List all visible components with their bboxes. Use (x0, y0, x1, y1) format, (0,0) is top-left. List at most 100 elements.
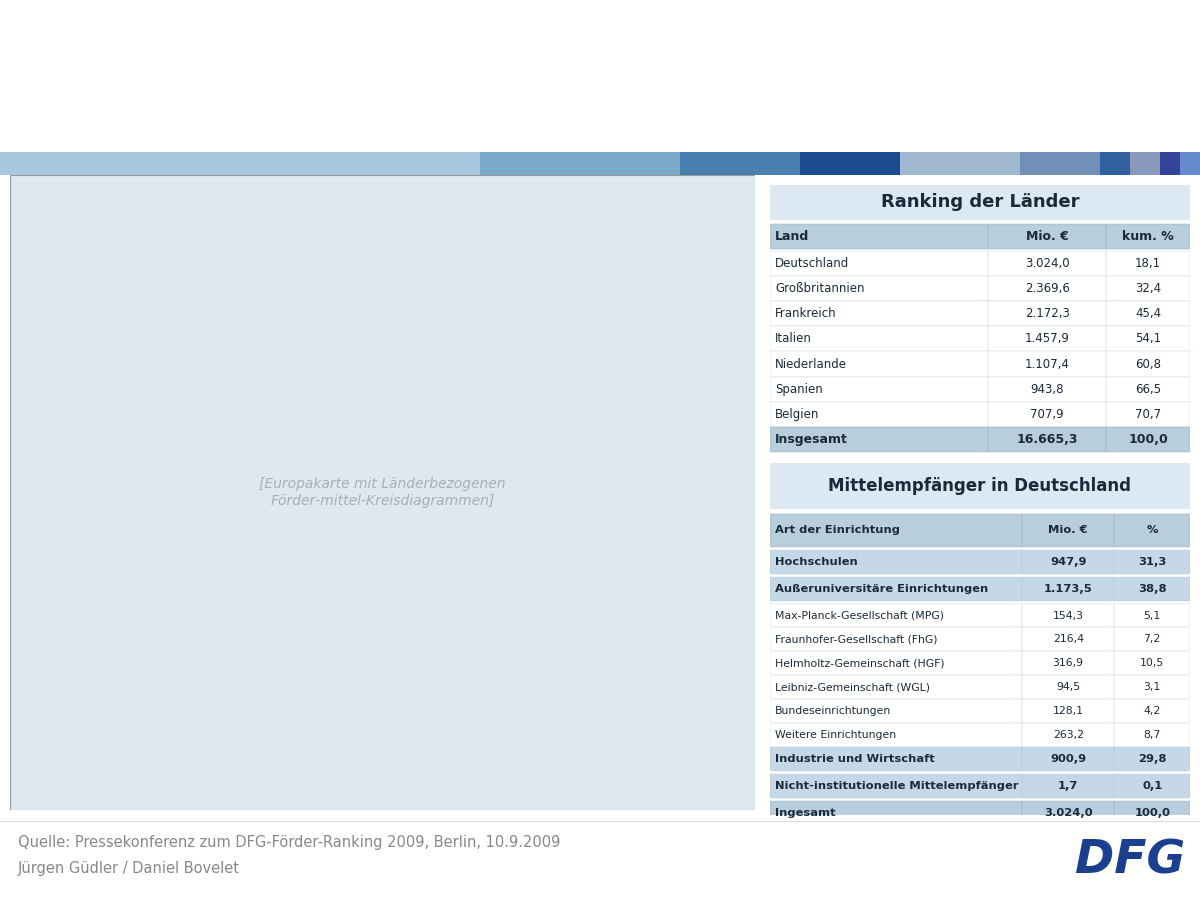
Bar (1022, 514, 1115, 547)
Bar (1115, 747, 1190, 771)
Text: Jürgen Güdler / Daniel Bovelet: Jürgen Güdler / Daniel Bovelet (18, 861, 240, 877)
Bar (989, 377, 1106, 402)
Text: Mio. €: Mio. € (1026, 230, 1069, 242)
Bar (989, 223, 1106, 249)
Bar (770, 302, 989, 326)
Text: (vgl. Förder-Ranking 2009: Abb. 2-9 auf S. 36 und Tab. 2-11 auf S. 46): (vgl. Förder-Ranking 2009: Abb. 2-9 auf … (217, 88, 983, 107)
Bar (1106, 377, 1190, 402)
Bar (989, 251, 1106, 277)
Bar (1180, 152, 1200, 175)
Bar (770, 724, 1022, 747)
Bar (770, 551, 1022, 574)
Bar (1022, 651, 1115, 676)
Text: Außeruniversitäre Einrichtungen: Außeruniversitäre Einrichtungen (775, 584, 989, 594)
Bar (1022, 577, 1115, 601)
Text: 707,9: 707,9 (1031, 407, 1064, 421)
Bar (1022, 774, 1115, 797)
Bar (1115, 551, 1190, 574)
Text: 0,1: 0,1 (1142, 781, 1163, 791)
Bar (1115, 699, 1190, 724)
Bar (1022, 699, 1115, 724)
Text: 100,0: 100,0 (1134, 807, 1170, 817)
Text: kum. %: kum. % (1122, 230, 1174, 242)
Text: Max-Planck-Gesellschaft (MPG): Max-Planck-Gesellschaft (MPG) (775, 611, 944, 621)
Bar (989, 426, 1106, 451)
Text: 16.665,3: 16.665,3 (1016, 432, 1078, 446)
Bar (1115, 627, 1190, 651)
Text: 1.457,9: 1.457,9 (1025, 332, 1069, 345)
Text: 66,5: 66,5 (1135, 383, 1162, 396)
Bar (1106, 251, 1190, 277)
Text: 947,9: 947,9 (1050, 557, 1086, 567)
Bar (770, 577, 1022, 601)
Text: Mio. €: Mio. € (1049, 525, 1088, 535)
Bar (770, 251, 989, 277)
Bar (770, 774, 1022, 797)
Bar (1100, 152, 1130, 175)
Bar (1106, 326, 1190, 351)
Text: 216,4: 216,4 (1052, 634, 1084, 644)
Text: 5,1: 5,1 (1144, 611, 1160, 621)
Text: Helmholtz-Gemeinschaft (HGF): Helmholtz-Gemeinschaft (HGF) (775, 659, 944, 669)
Text: Fraunhofer-Gesellschaft (FhG): Fraunhofer-Gesellschaft (FhG) (775, 634, 937, 644)
Text: 10,5: 10,5 (1140, 659, 1164, 669)
Bar (770, 402, 989, 426)
Bar (800, 152, 900, 175)
Text: Industrie und Wirtschaft: Industrie und Wirtschaft (775, 754, 935, 764)
Text: Länderbezogene Verteilung von Fördermitteln im 6. EU-FRP: Länderbezogene Verteilung von Fördermitt… (109, 38, 1091, 66)
Bar (770, 747, 1022, 771)
Bar (770, 377, 989, 402)
Bar (1115, 774, 1190, 797)
Text: Quelle: Pressekonferenz zum DFG-Förder-Ranking 2009, Berlin, 10.9.2009: Quelle: Pressekonferenz zum DFG-Förder-R… (18, 835, 560, 851)
Text: Großbritannien: Großbritannien (775, 282, 864, 296)
Text: Ranking der Länder: Ranking der Länder (881, 194, 1079, 212)
Text: [Europakarte mit Länderbezogenen
Förder­mittel-Kreisdiagrammen]: [Europakarte mit Länderbezogenen Förder­… (259, 478, 505, 507)
Text: Belgien: Belgien (775, 407, 820, 421)
Bar (1022, 551, 1115, 574)
Text: Hochschulen: Hochschulen (775, 557, 858, 567)
Text: Weitere Einrichtungen: Weitere Einrichtungen (775, 730, 896, 740)
Bar (1022, 747, 1115, 771)
Bar (770, 223, 989, 249)
Text: 3.024,0: 3.024,0 (1025, 258, 1069, 270)
Bar (1022, 724, 1115, 747)
Bar (770, 426, 989, 451)
Bar (1115, 577, 1190, 601)
Bar (770, 514, 1022, 547)
Text: Art der Einrichtung: Art der Einrichtung (775, 525, 900, 535)
Text: 154,3: 154,3 (1052, 611, 1084, 621)
Bar (770, 801, 1022, 824)
Text: 94,5: 94,5 (1056, 682, 1080, 692)
Bar (1160, 152, 1180, 175)
Text: 128,1: 128,1 (1052, 706, 1084, 716)
Text: 2.172,3: 2.172,3 (1025, 307, 1069, 321)
Text: 3.024,0: 3.024,0 (1044, 807, 1092, 817)
Bar (1022, 676, 1115, 699)
Bar (1115, 801, 1190, 824)
Bar (770, 463, 1190, 509)
Bar (989, 402, 1106, 426)
Text: Leibniz-Gemeinschaft (WGL): Leibniz-Gemeinschaft (WGL) (775, 682, 930, 692)
Bar (1022, 627, 1115, 651)
Text: Nicht-institutionelle Mittelempfänger: Nicht-institutionelle Mittelempfänger (775, 781, 1019, 791)
Text: 7,2: 7,2 (1144, 634, 1160, 644)
Bar (1106, 351, 1190, 377)
Text: 900,9: 900,9 (1050, 754, 1086, 764)
Text: Mittelempfänger in Deutschland: Mittelempfänger in Deutschland (828, 477, 1132, 495)
Text: 2.369,6: 2.369,6 (1025, 282, 1069, 296)
Bar (989, 302, 1106, 326)
Text: 38,8: 38,8 (1138, 584, 1166, 594)
Text: Spanien: Spanien (775, 383, 823, 396)
Bar (770, 627, 1022, 651)
Text: 1,7: 1,7 (1058, 781, 1079, 791)
Text: 8,7: 8,7 (1144, 730, 1160, 740)
Text: 316,9: 316,9 (1052, 659, 1084, 669)
Bar (1115, 676, 1190, 699)
Text: 1.173,5: 1.173,5 (1044, 584, 1092, 594)
Bar (1106, 426, 1190, 451)
Text: Italien: Italien (775, 332, 812, 345)
Bar (480, 152, 680, 175)
Bar (1106, 277, 1190, 302)
Bar (989, 351, 1106, 377)
Bar (1115, 724, 1190, 747)
